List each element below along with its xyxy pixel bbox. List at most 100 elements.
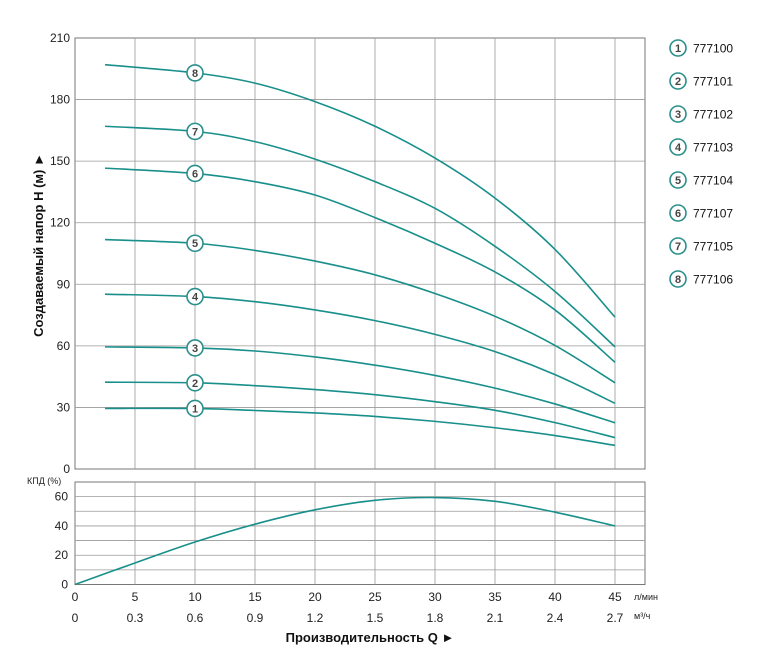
- legend-marker-label: 3: [675, 109, 681, 121]
- legend-marker-label: 8: [675, 274, 681, 286]
- head-curve-777101: [104, 381, 616, 439]
- x-tick-m3h-0: 0: [72, 611, 79, 625]
- legend-entry-777105: 7 777105: [669, 237, 733, 255]
- head-curve-777103: [104, 293, 616, 405]
- head-chart-grid: [74, 37, 646, 470]
- efficiency-y-tick-20: 20: [55, 548, 69, 562]
- efficiency-y-axis-title: КПД (%): [27, 476, 61, 486]
- legend-label: 777105: [693, 240, 733, 254]
- legend-marker-circle: [669, 270, 687, 288]
- curve-marker-2: 2: [186, 373, 204, 392]
- legend-label: 777100: [693, 42, 733, 56]
- head-y-axis-title: Создаваемый напор H (м) ►: [31, 153, 46, 337]
- efficiency-curve: [74, 496, 616, 586]
- curve-marker-circle: [186, 399, 204, 418]
- x-tick-lmin-5: 5: [132, 590, 139, 604]
- legend-label: 777107: [693, 207, 733, 221]
- curve-markers: 1 2 3 4 5 6 7 8: [186, 64, 204, 418]
- legend-entry-777103: 4 777103: [669, 138, 733, 156]
- x-tick-lmin-15: 15: [248, 590, 262, 604]
- legend-marker-circle: [669, 72, 687, 90]
- curve-marker-circle: [186, 339, 204, 357]
- curve-marker-label: 3: [192, 343, 198, 355]
- curve-marker-4: 4: [186, 287, 204, 306]
- x-tick-m3h-2.7: 2.7: [607, 611, 624, 625]
- legend-marker-label: 1: [675, 43, 681, 55]
- legend-entry-777104: 5 777104: [669, 171, 733, 189]
- curve-marker-8: 8: [186, 64, 204, 82]
- legend-label: 777102: [693, 108, 733, 122]
- legend-entry-777107: 6 777107: [669, 204, 733, 222]
- head-y-tick-60: 60: [57, 339, 71, 353]
- legend-label: 777104: [693, 174, 733, 188]
- head-curve-777106: [104, 63, 616, 318]
- x-tick-lmin-45: 45: [608, 590, 622, 604]
- curve-marker-circle: [186, 373, 204, 392]
- legend-marker-circle: [669, 105, 687, 123]
- head-y-ticks: 0 30 60 90 120 150 180 210: [50, 31, 70, 476]
- legend-marker-label: 5: [675, 175, 681, 187]
- efficiency-y-tick-0: 0: [61, 578, 68, 592]
- efficiency-y-tick-40: 40: [55, 519, 69, 533]
- head-curve-777104: [104, 238, 616, 384]
- curve-marker-label: 7: [192, 126, 198, 138]
- legend-label: 777101: [693, 75, 733, 89]
- curve-marker-circle: [186, 234, 204, 253]
- x-ticks-m3h: 0 0.3 0.6 0.9 1.2 1.5 1.8 2.1 2.4 2.7: [72, 611, 624, 625]
- head-y-tick-180: 180: [50, 93, 70, 107]
- head-y-tick-120: 120: [50, 216, 70, 230]
- x-unit-lmin: л/мин: [634, 592, 658, 602]
- head-y-tick-30: 30: [57, 400, 71, 414]
- legend-marker-circle: [669, 171, 687, 189]
- legend-label: 777106: [693, 273, 733, 287]
- head-curve-777107: [104, 167, 616, 363]
- head-y-tick-90: 90: [57, 277, 71, 291]
- legend-marker-label: 6: [675, 208, 681, 220]
- x-axis-title: Производительность Q ►: [286, 630, 455, 645]
- legend-marker-circle: [669, 237, 687, 255]
- curve-marker-1: 1: [186, 399, 204, 418]
- legend-marker-label: 7: [675, 241, 681, 253]
- x-tick-m3h-0.9: 0.9: [247, 611, 264, 625]
- curve-marker-label: 8: [192, 68, 198, 80]
- legend-entry-777100: 1 777100: [669, 39, 733, 57]
- curve-marker-label: 6: [192, 168, 198, 180]
- curve-marker-3: 3: [186, 339, 204, 357]
- legend-marker-label: 4: [675, 142, 682, 154]
- x-tick-m3h-0.6: 0.6: [187, 611, 204, 625]
- legend-entry-777106: 8 777106: [669, 270, 733, 288]
- curve-marker-circle: [186, 64, 204, 82]
- efficiency-chart-frame: [74, 481, 646, 585]
- legend-label: 777103: [693, 141, 733, 155]
- curve-marker-circle: [186, 287, 204, 306]
- x-tick-lmin-35: 35: [488, 590, 502, 604]
- x-unit-m3h: м³/ч: [634, 611, 651, 621]
- curve-marker-circle: [186, 122, 204, 141]
- legend-entry-777102: 3 777102: [669, 105, 733, 123]
- efficiency-chart-grid: [74, 481, 646, 585]
- curve-marker-circle: [186, 164, 204, 183]
- x-tick-m3h-2.1: 2.1: [487, 611, 504, 625]
- head-y-tick-210: 210: [50, 31, 70, 45]
- x-tick-lmin-20: 20: [308, 590, 322, 604]
- head-curve-777102: [104, 346, 616, 424]
- efficiency-curve-line: [74, 496, 616, 586]
- x-ticks-lmin: 0 5 10 15 20 25 30 35 40 45: [72, 590, 622, 604]
- curve-marker-label: 4: [192, 292, 199, 304]
- curve-marker-7: 7: [186, 122, 204, 141]
- x-tick-lmin-25: 25: [368, 590, 382, 604]
- legend-marker-label: 2: [675, 76, 681, 88]
- x-tick-lmin-0: 0: [72, 590, 79, 604]
- head-curve-777105: [104, 125, 616, 348]
- head-y-tick-0: 0: [63, 462, 70, 476]
- curve-marker-5: 5: [186, 234, 204, 253]
- head-y-tick-150: 150: [50, 154, 70, 168]
- x-tick-m3h-1.8: 1.8: [427, 611, 444, 625]
- curve-marker-6: 6: [186, 164, 204, 183]
- x-tick-lmin-30: 30: [428, 590, 442, 604]
- curve-marker-label: 1: [192, 403, 198, 415]
- legend-entry-777101: 2 777101: [669, 72, 733, 90]
- head-curves: [104, 63, 616, 447]
- legend-marker-circle: [669, 204, 687, 222]
